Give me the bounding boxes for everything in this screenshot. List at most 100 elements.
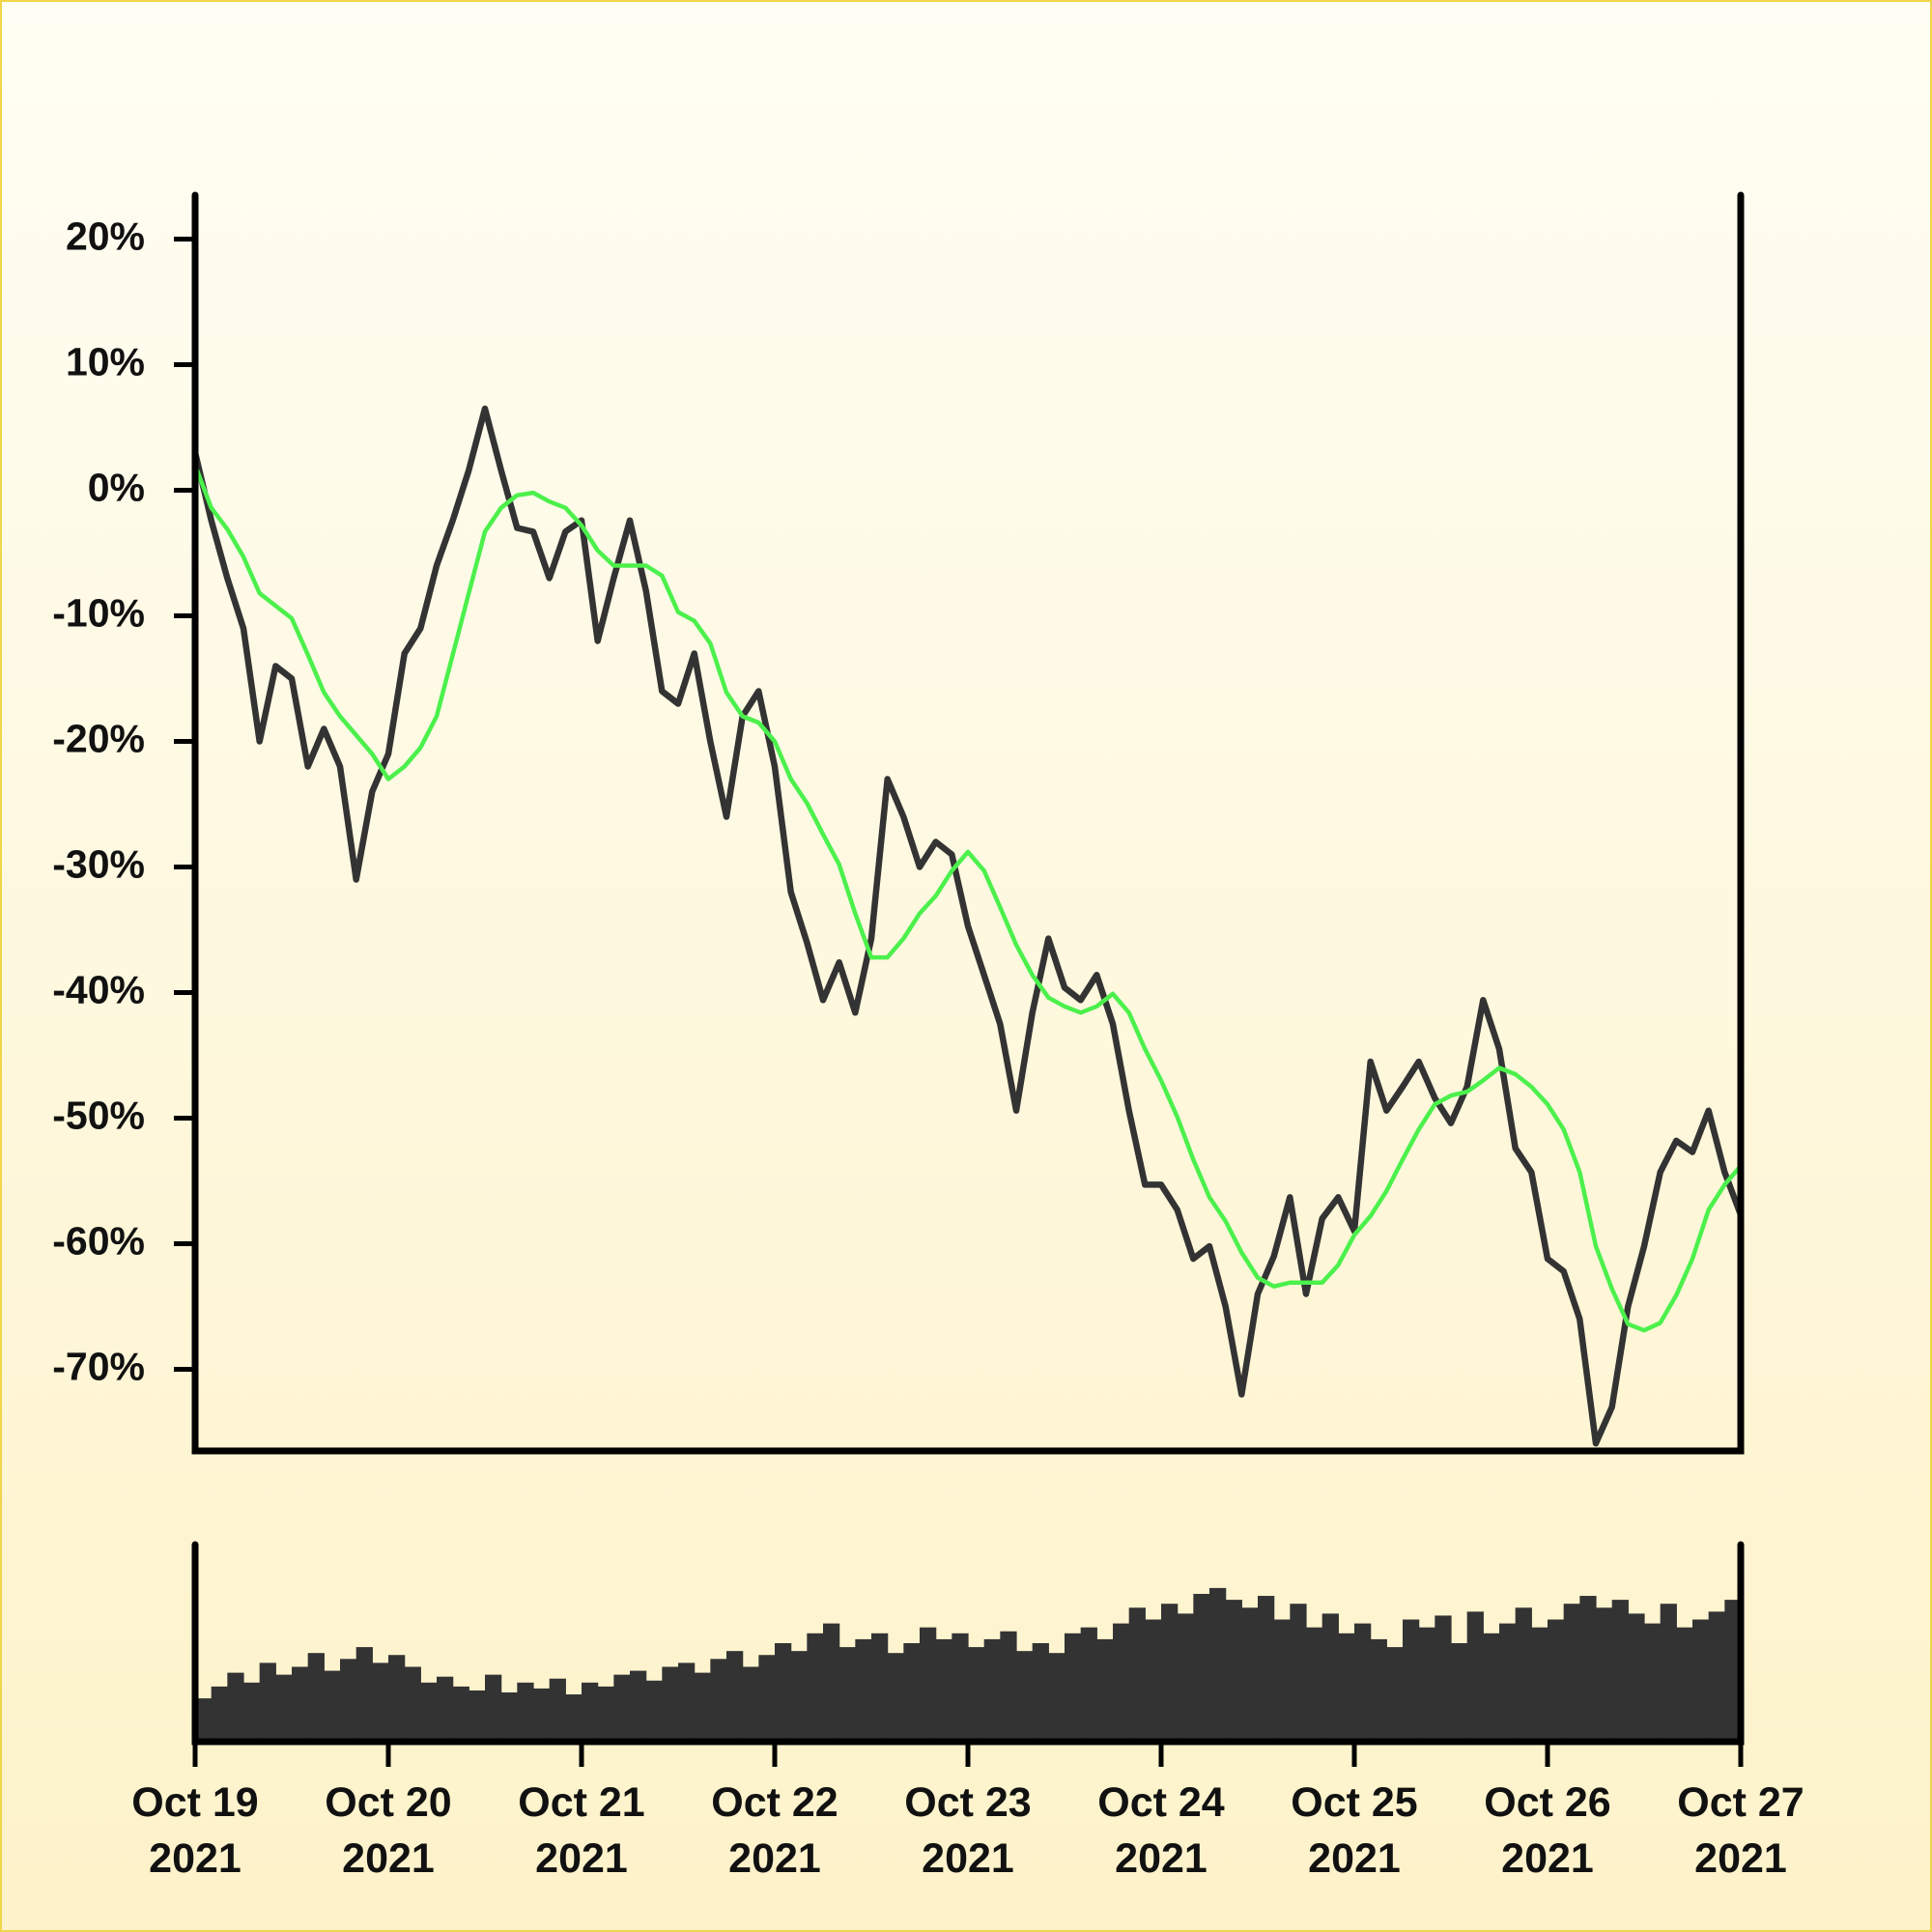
- volume-bar: [983, 1638, 1001, 1742]
- volume-bar: [1177, 1613, 1194, 1742]
- volume-bar: [952, 1633, 969, 1742]
- volume-bar: [1563, 1604, 1580, 1742]
- volume-bar: [887, 1653, 904, 1742]
- volume-bar: [1338, 1633, 1355, 1742]
- volume-bar: [1611, 1600, 1629, 1742]
- volume-bar: [307, 1653, 325, 1742]
- y-tick-label: -70%: [52, 1344, 145, 1388]
- volume-bar: [1418, 1627, 1435, 1742]
- series-line: [195, 464, 1741, 1333]
- volume-bar: [1065, 1633, 1082, 1742]
- volume-bar: [920, 1627, 937, 1742]
- y-tick-label: -60%: [52, 1218, 145, 1263]
- volume-bar: [259, 1662, 276, 1742]
- y-tick-label: 10%: [66, 339, 145, 384]
- main-frame: [191, 191, 1745, 1455]
- volume-bar: [1225, 1600, 1242, 1742]
- x-tick-label: Oct 19 2021: [131, 1779, 259, 1882]
- volume-bar: [195, 1698, 213, 1742]
- x-tick-label: Oct 22 2021: [711, 1779, 838, 1882]
- x-tick-label: Oct 20 2021: [325, 1779, 452, 1882]
- volume-bar: [1016, 1651, 1034, 1742]
- volume-bar: [404, 1666, 421, 1742]
- volume-frame: [191, 1541, 1745, 1746]
- volume-bar: [1128, 1607, 1146, 1742]
- volume-bar: [549, 1678, 566, 1742]
- volume-bar: [1628, 1613, 1645, 1742]
- volume-bar: [790, 1651, 808, 1742]
- y-tick-label: 20%: [66, 213, 145, 258]
- volume-bar: [340, 1659, 357, 1742]
- volume-bar: [1000, 1631, 1017, 1742]
- volume-bar: [485, 1674, 502, 1742]
- volume-bar: [1515, 1607, 1532, 1742]
- volume-bar: [355, 1647, 373, 1742]
- volume-bar: [1354, 1623, 1372, 1742]
- volume-bar: [1451, 1643, 1468, 1742]
- volume-bar: [388, 1655, 406, 1742]
- volume-bar: [662, 1666, 679, 1742]
- x-tick-label: Oct 23 2021: [904, 1779, 1032, 1882]
- volume-bar: [935, 1638, 952, 1742]
- volume-bar: [678, 1662, 696, 1742]
- volume-bar: [694, 1672, 711, 1742]
- volume-bar: [758, 1655, 776, 1742]
- volume-bar: [1290, 1604, 1307, 1742]
- volume-bar: [742, 1666, 759, 1742]
- volume-bar: [1466, 1611, 1484, 1742]
- volume-bar: [243, 1682, 261, 1742]
- volume-bar: [582, 1682, 599, 1742]
- volume-bar: [1080, 1627, 1097, 1742]
- x-tick-label: Oct 21 2021: [518, 1779, 645, 1882]
- volume-bar: [1386, 1647, 1404, 1742]
- volume-bar: [452, 1686, 469, 1742]
- volume-bar: [1145, 1619, 1162, 1742]
- volume-bar: [420, 1682, 438, 1742]
- volume-bar: [1692, 1619, 1710, 1742]
- volume-bar: [1241, 1607, 1259, 1742]
- volume-bar: [1403, 1619, 1420, 1742]
- volume-bar: [437, 1676, 454, 1742]
- x-tick-label: Oct 24 2021: [1097, 1779, 1225, 1882]
- volume-bar: [1370, 1638, 1387, 1742]
- volume-bar: [903, 1643, 921, 1742]
- volume-bar: [775, 1643, 792, 1742]
- volume-bar: [275, 1674, 293, 1742]
- volume-bar: [597, 1686, 614, 1742]
- volume-bar: [838, 1647, 856, 1742]
- volume-bar: [1321, 1613, 1339, 1742]
- volume-bar: [1548, 1619, 1565, 1742]
- volume-bar: [565, 1694, 582, 1742]
- volume-bar: [517, 1682, 534, 1742]
- volume-bar: [227, 1672, 244, 1742]
- volume-bar: [1193, 1594, 1210, 1742]
- y-tick-label: -20%: [52, 716, 145, 760]
- volume-bar: [469, 1690, 486, 1742]
- series-line: [195, 405, 1741, 1447]
- volume-bar: [1032, 1643, 1049, 1742]
- volume-bar: [1306, 1627, 1323, 1742]
- volume-bar: [1724, 1600, 1742, 1742]
- volume-bar: [292, 1666, 309, 1742]
- volume-bar: [1676, 1627, 1693, 1742]
- volume-bar: [1096, 1638, 1114, 1742]
- volume-bar: [1161, 1604, 1179, 1742]
- volume-bar: [1209, 1587, 1227, 1742]
- volume-bar: [1660, 1604, 1677, 1742]
- volume-bar: [211, 1686, 228, 1742]
- volume-bar: [324, 1670, 341, 1742]
- volume-bar: [1596, 1607, 1613, 1742]
- volume-bar: [630, 1670, 647, 1742]
- volume-bar: [1273, 1619, 1291, 1742]
- volume-bar: [372, 1662, 389, 1742]
- volume-bar: [1579, 1596, 1597, 1742]
- volume-bar: [823, 1623, 840, 1742]
- volume-bar: [968, 1647, 985, 1742]
- x-tick-label: Oct 27 2021: [1677, 1779, 1804, 1882]
- volume-bar: [1048, 1653, 1065, 1742]
- volume-bar: [1531, 1627, 1548, 1742]
- y-tick-label: -10%: [52, 590, 145, 635]
- volume-bar: [645, 1680, 663, 1742]
